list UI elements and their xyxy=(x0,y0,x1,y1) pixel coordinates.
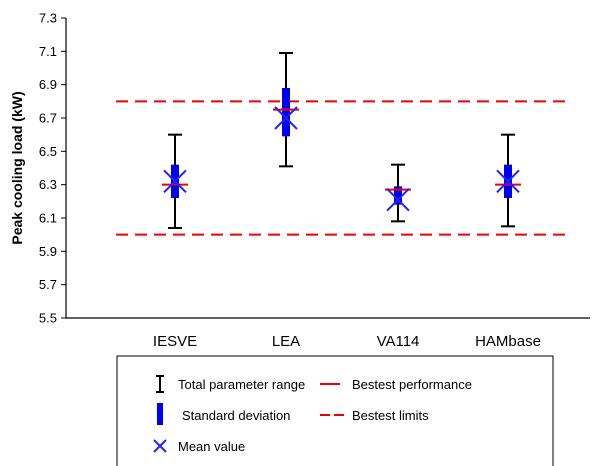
mean-marker xyxy=(496,169,520,194)
legend-label-mean: Mean value xyxy=(178,439,245,454)
y-tick-label: 7.3 xyxy=(39,11,57,26)
x-category-label: HAMbase xyxy=(475,333,541,350)
mean-marker-stroke xyxy=(163,169,187,194)
y-axis-ticks: 5.5 5.7 5.9 6.1 6.3 6.5 6.7 6.9 7.1 7.3 xyxy=(39,11,66,326)
y-tick-label: 6.9 xyxy=(39,77,57,92)
x-category-label: LEA xyxy=(272,333,300,350)
mean-marker-stroke xyxy=(386,187,410,212)
axes xyxy=(65,18,590,319)
y-tick-label: 5.9 xyxy=(39,244,57,259)
y-tick-label: 5.7 xyxy=(39,277,57,292)
std-dev-bar xyxy=(394,186,402,205)
y-tick-label: 6.7 xyxy=(39,111,57,126)
mean-marker xyxy=(386,187,410,212)
y-tick-label: 7.1 xyxy=(39,44,57,59)
x-category-label: VA114 xyxy=(377,333,420,350)
legend-box xyxy=(116,355,554,466)
legend-label-performance: Bestest performance xyxy=(352,377,472,392)
legend-label-range: Total parameter range xyxy=(178,377,305,392)
x-axis-labels: IESVE LEA VA114 HAMbase xyxy=(153,333,541,350)
legend-mean-stroke xyxy=(153,439,167,453)
y-tick-label: 5.5 xyxy=(39,311,57,326)
legend-swatch-range xyxy=(156,375,164,393)
mean-marker xyxy=(274,106,298,130)
mean-marker-stroke xyxy=(496,169,520,194)
y-tick-label: 6.5 xyxy=(39,144,57,159)
mean-marker-stroke xyxy=(274,106,298,130)
chart-marks xyxy=(162,52,521,229)
y-axis-title: Peak cooling load (kW) xyxy=(9,91,25,244)
legend-swatch-std xyxy=(157,403,163,425)
legend: Total parameter range Bestest performance… xyxy=(116,355,554,466)
legend-label-std: Standard deviation xyxy=(182,408,290,423)
legend-swatch-mean xyxy=(153,439,167,453)
std-dev-bar xyxy=(282,88,290,137)
legend-label-limits: Bestest limits xyxy=(352,408,429,423)
y-tick-label: 6.1 xyxy=(39,211,57,226)
legend-std-bar xyxy=(157,403,163,425)
bestest-limit-lines xyxy=(116,100,565,236)
y-tick-label: 6.3 xyxy=(39,177,57,192)
x-category-label: IESVE xyxy=(153,333,197,350)
mean-marker xyxy=(163,169,187,194)
